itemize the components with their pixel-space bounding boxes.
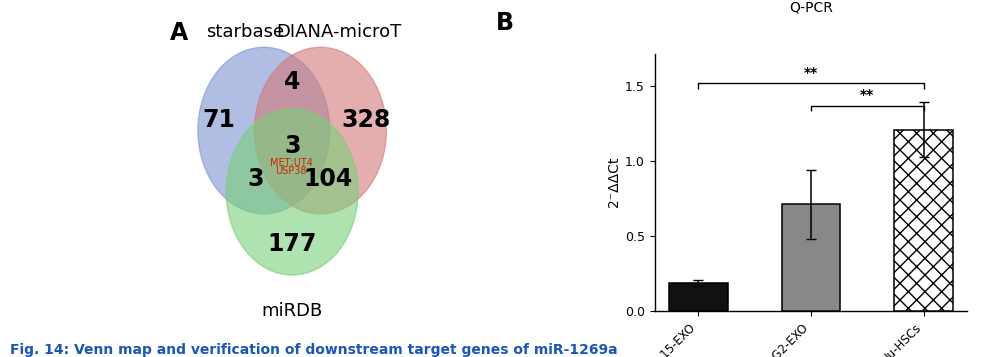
Text: 71: 71 [202, 107, 235, 131]
Text: starbase: starbase [206, 22, 284, 41]
Text: Fig. 14: Venn map and verification of downstream target genes of miR-1269a: Fig. 14: Venn map and verification of do… [10, 343, 618, 357]
Text: **: ** [860, 88, 875, 102]
Text: 177: 177 [268, 232, 316, 256]
Text: 104: 104 [304, 167, 353, 191]
Title: Q-PCR: Q-PCR [789, 1, 833, 15]
Text: miRDB: miRDB [262, 302, 322, 320]
Bar [895, 130, 953, 311]
Bar [669, 283, 727, 311]
Ellipse shape [254, 47, 387, 214]
Text: 3: 3 [248, 167, 264, 191]
Bar [782, 205, 840, 311]
Text: USP38: USP38 [276, 166, 307, 176]
Ellipse shape [226, 109, 358, 275]
Text: MET;UT4: MET;UT4 [270, 157, 312, 167]
Ellipse shape [197, 47, 330, 214]
Text: 328: 328 [341, 107, 391, 131]
Text: 4: 4 [284, 70, 301, 94]
Text: A: A [170, 21, 188, 45]
Text: B: B [496, 11, 514, 35]
Y-axis label: 2⁻ΔΔCt: 2⁻ΔΔCt [607, 157, 621, 207]
Text: DIANA-microT: DIANA-microT [277, 22, 402, 41]
Text: 3: 3 [284, 134, 301, 158]
Text: **: ** [804, 66, 818, 80]
